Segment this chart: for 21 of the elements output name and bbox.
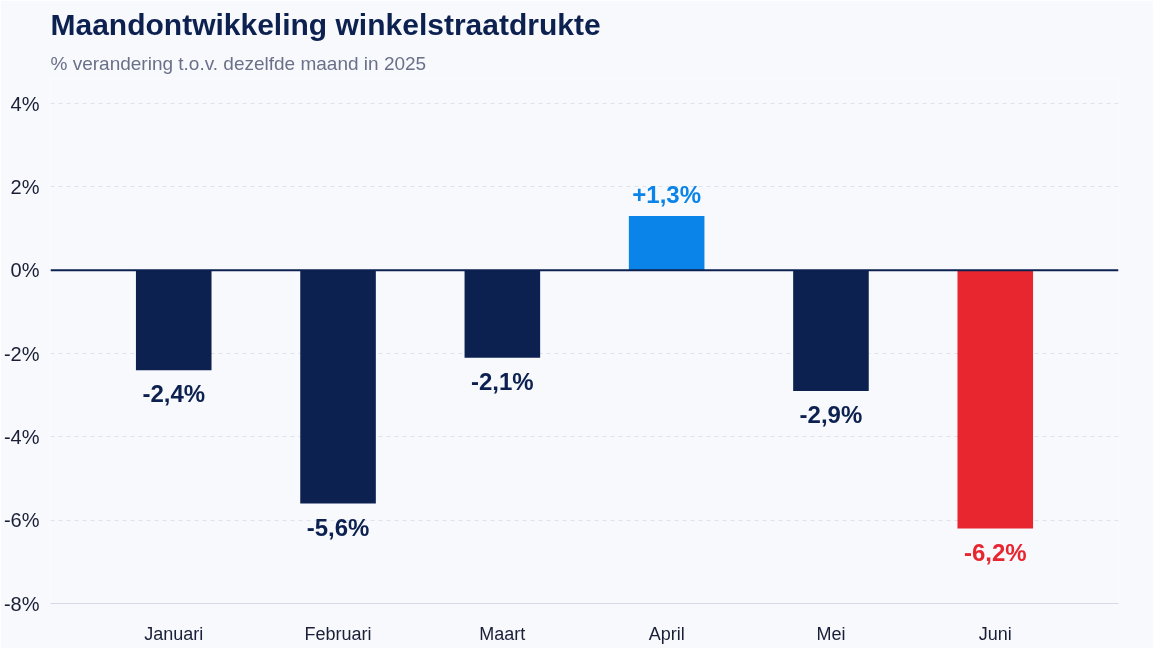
- x-tick-label: Januari: [144, 623, 204, 644]
- y-tick-label: -8%: [3, 592, 40, 615]
- data-label: -2,9%: [799, 401, 863, 428]
- data-label: -2,1%: [471, 367, 534, 395]
- x-tick-label: Februari: [304, 623, 372, 644]
- x-tick-label: Mei: [816, 623, 846, 644]
- data-label: -2,4%: [142, 380, 206, 408]
- y-tick-label: 0%: [10, 259, 40, 282]
- x-tick-label: Juni: [978, 623, 1012, 644]
- data-label: -6,2%: [963, 538, 1027, 566]
- chart-title: Maandontwikkeling winkelstraatdrukte: [50, 7, 601, 41]
- y-tick-label: -4%: [3, 425, 40, 448]
- x-tick-label: April: [648, 623, 685, 644]
- y-tick-label: -6%: [3, 509, 40, 532]
- data-label: -5,6%: [306, 513, 370, 541]
- x-tick-label: Maart: [479, 623, 526, 644]
- y-tick-label: 2%: [10, 175, 40, 198]
- y-tick-label: -2%: [3, 342, 40, 365]
- data-label: +1,3%: [632, 181, 702, 208]
- chart-subtitle: % verandering t.o.v. dezelfde maand in 2025: [50, 52, 427, 74]
- y-tick-label: 4%: [10, 92, 40, 115]
